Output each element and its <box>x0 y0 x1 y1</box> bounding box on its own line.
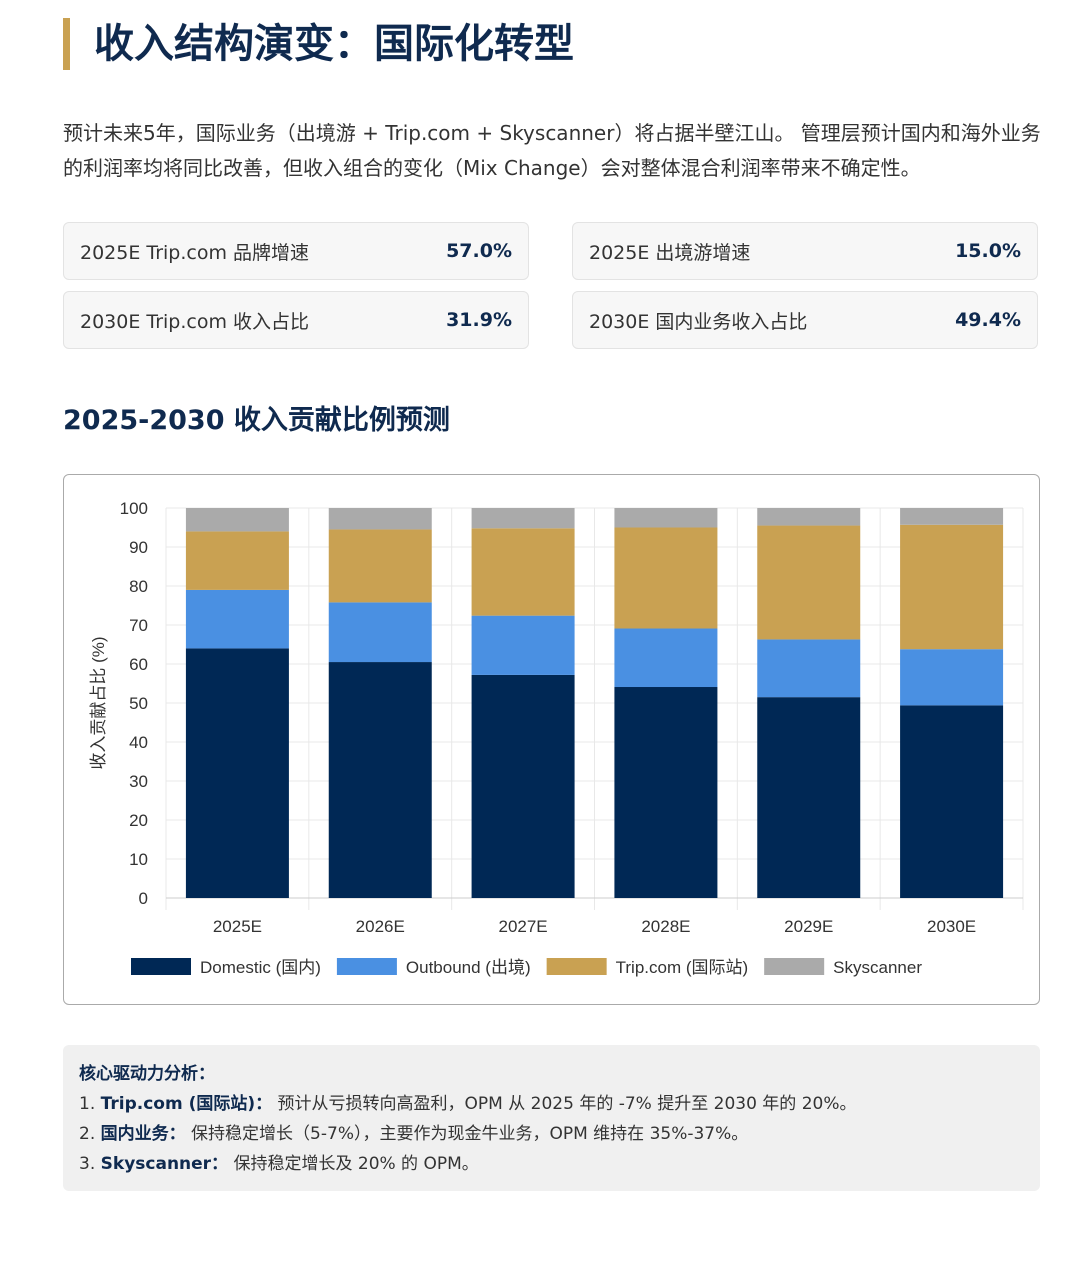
page-title: 收入结构演变：国际化转型 <box>63 18 574 70</box>
kpi-label: 2025E Trip.com 品牌增速 <box>80 241 310 264</box>
y-tick-label: 100 <box>120 499 148 518</box>
note-key: Trip.com (国际站)： <box>100 1094 273 1114</box>
y-tick-label: 50 <box>129 694 148 713</box>
analysis-notes: 核心驱动力分析： 1. Trip.com (国际站)： 预计从亏损转向高盈利，O… <box>63 1045 1040 1191</box>
kpi-value: 49.4% <box>955 309 1021 331</box>
bar-segment <box>328 508 432 530</box>
kpi-value: 57.0% <box>446 240 512 262</box>
bar-segment <box>614 508 718 528</box>
legend-swatch <box>336 958 397 975</box>
note-text: 保持稳定增长及 20% 的 OPM。 <box>233 1154 479 1174</box>
bar-segment <box>614 687 718 898</box>
kpi-value: 15.0% <box>955 240 1021 262</box>
x-tick-label: 2030E <box>927 917 976 936</box>
bar-segment <box>185 508 289 532</box>
x-tick-label: 2028E <box>641 917 690 936</box>
bar-segment <box>614 628 718 688</box>
bar-segment <box>471 615 575 675</box>
note-number: 1. <box>79 1094 96 1114</box>
bar-segment <box>900 705 1004 898</box>
chart-container: 0 10 20 30 40 50 60 70 80 90 100 2025E 2026E 2027E 202… <box>63 474 1040 1005</box>
bar-segment <box>614 527 718 629</box>
note-text: 预计从亏损转向高盈利，OPM 从 2025 年的 -7% 提升至 2030 年的… <box>277 1094 857 1114</box>
legend-label: Domestic (国内) <box>200 958 321 977</box>
legend-swatch <box>546 958 607 975</box>
legend-label: Trip.com (国际站) <box>616 958 749 977</box>
bar-segment <box>900 649 1004 706</box>
note-number: 3. <box>79 1154 96 1174</box>
kpi-label: 2030E 国内业务收入占比 <box>589 310 808 333</box>
bar-segment <box>900 524 1004 650</box>
y-tick-label: 30 <box>129 772 148 791</box>
note-item: 3. Skyscanner： 保持稳定增长及 20% 的 OPM。 <box>79 1149 1024 1179</box>
bar-segment <box>757 639 861 698</box>
bar-segment <box>185 531 289 590</box>
kpi-card: 2025E 出境游增速 15.0% <box>572 222 1038 280</box>
kpi-value: 31.9% <box>446 309 512 331</box>
note-number: 2. <box>79 1124 96 1144</box>
y-tick-label: 90 <box>129 538 148 557</box>
kpi-label: 2025E 出境游增速 <box>589 241 751 264</box>
kpi-card: 2025E Trip.com 品牌增速 57.0% <box>63 222 529 280</box>
note-item: 1. Trip.com (国际站)： 预计从亏损转向高盈利，OPM 从 2025… <box>79 1089 1024 1119</box>
bar-segment <box>185 589 289 649</box>
legend-label: Skyscanner <box>833 958 922 977</box>
x-tick-label: 2027E <box>498 917 547 936</box>
y-tick-label: 40 <box>129 733 148 752</box>
bar-segment <box>471 528 575 616</box>
y-tick-label: 0 <box>139 889 148 908</box>
y-tick-label: 80 <box>129 577 148 596</box>
bar-segment <box>328 602 432 663</box>
bar-segment <box>471 508 575 529</box>
legend-swatch <box>131 958 191 975</box>
legend-swatch <box>764 958 825 975</box>
bar-segment <box>471 674 575 898</box>
y-tick-label: 20 <box>129 811 148 830</box>
note-item: 2. 国内业务： 保持稳定增长（5-7%），主要作为现金牛业务，OPM 维持在 … <box>79 1119 1024 1149</box>
intro-paragraph: 预计未来5年，国际业务（出境游 + Trip.com + Skyscanner）… <box>63 121 1041 180</box>
y-tick-label: 10 <box>129 850 148 869</box>
kpi-card: 2030E Trip.com 收入占比 31.9% <box>63 291 529 349</box>
kpi-card: 2030E 国内业务收入占比 49.4% <box>572 291 1038 349</box>
bar-segment <box>328 529 432 603</box>
bar-segment <box>757 508 861 526</box>
x-tick-label: 2025E <box>213 917 262 936</box>
notes-heading: 核心驱动力分析： <box>79 1064 215 1084</box>
note-text: 保持稳定增长（5-7%），主要作为现金牛业务，OPM 维持在 35%-37%。 <box>191 1124 749 1144</box>
x-tick-label: 2026E <box>356 917 405 936</box>
stacked-bar-chart: 0 10 20 30 40 50 60 70 80 90 100 2025E 2026E 2027E 202… <box>89 499 1024 977</box>
y-tick-label: 60 <box>129 655 148 674</box>
bar-segment <box>900 508 1004 525</box>
x-tick-label: 2029E <box>784 917 833 936</box>
bar-segment <box>757 525 861 640</box>
bar-segment <box>185 648 289 898</box>
note-key: 国内业务： <box>100 1124 186 1144</box>
bar-segment <box>757 697 861 898</box>
note-key: Skyscanner： <box>100 1154 229 1174</box>
section-title: 2025-2030 收入贡献比例预测 <box>63 405 450 436</box>
y-tick-label: 70 <box>129 616 148 635</box>
kpi-label: 2030E Trip.com 收入占比 <box>80 310 310 333</box>
y-axis-label: 收入贡献占比 (%) <box>89 636 108 769</box>
bar-segment <box>328 662 432 898</box>
legend-label: Outbound (出境) <box>406 958 531 977</box>
